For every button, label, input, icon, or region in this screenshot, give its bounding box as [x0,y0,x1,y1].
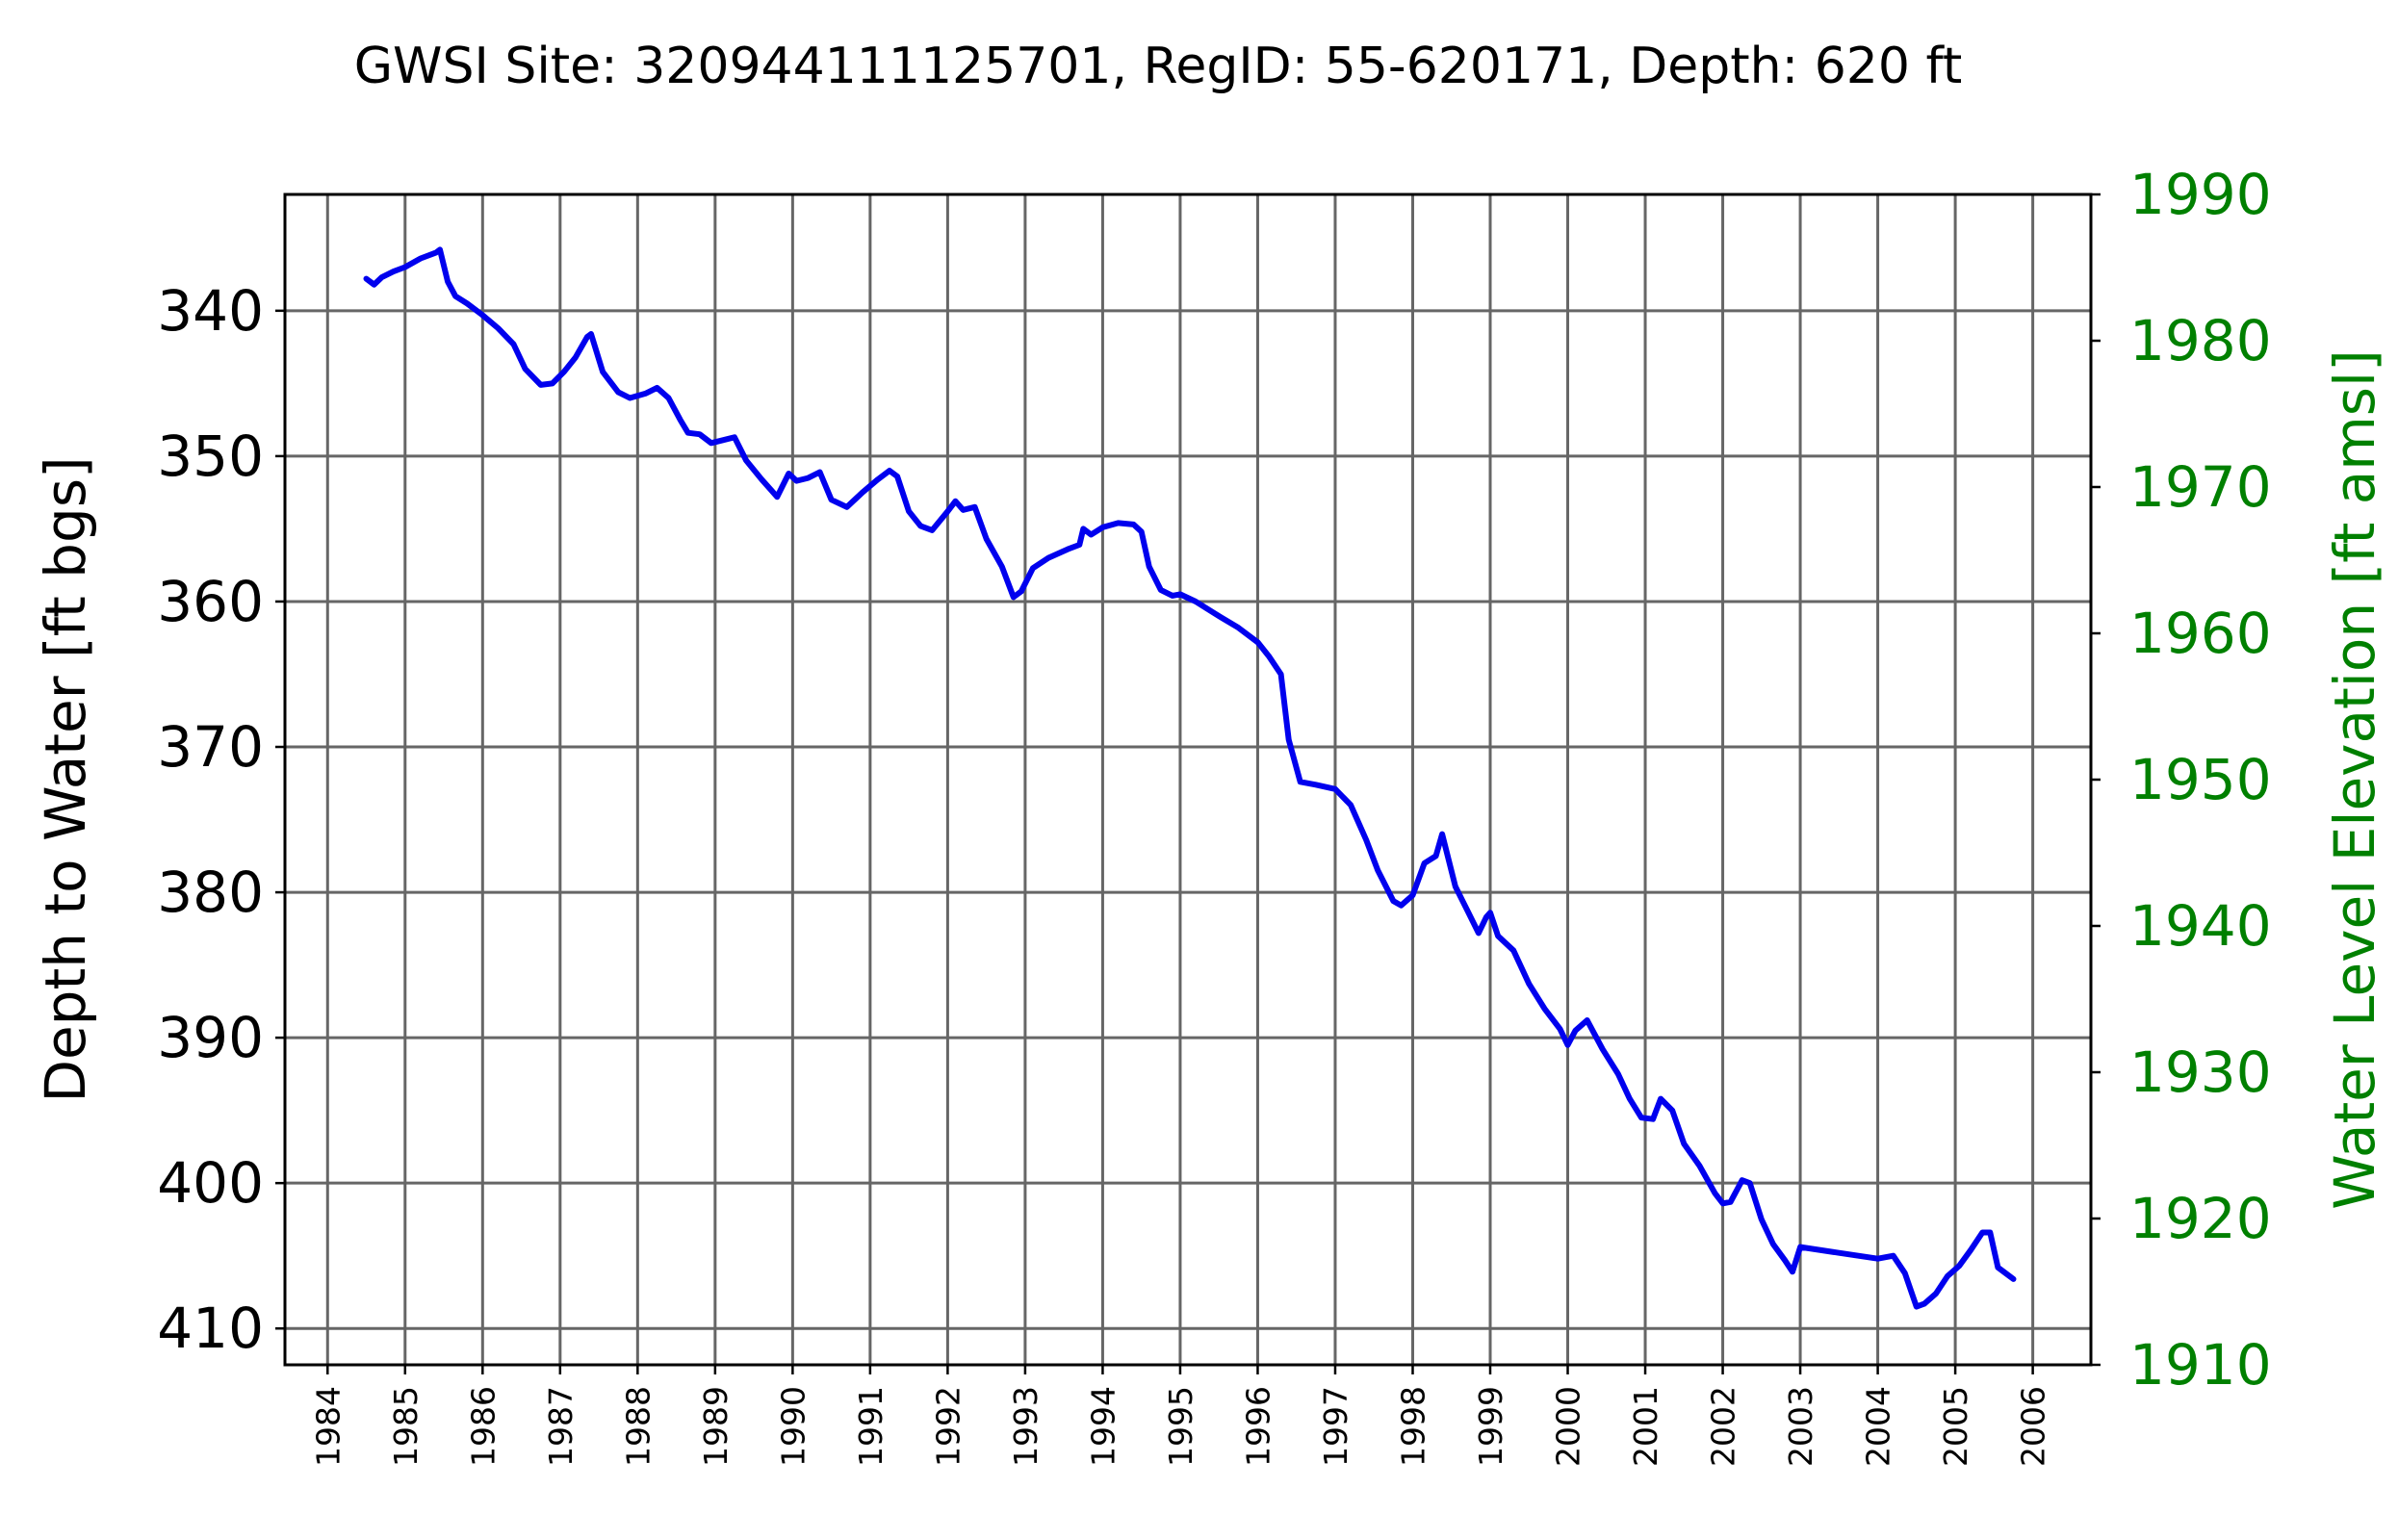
x-tick-label: 2004 [1860,1386,1897,1467]
x-tick-label: 1999 [1472,1386,1509,1467]
chart-title: GWSI Site: 320944111125701, RegID: 55-62… [354,38,1963,95]
x-tick-label: 1991 [852,1386,890,1467]
y-right-tick-label: 1950 [2129,747,2272,812]
y-axis-right: 1910 1920 1930 1940 1950 1960 1970 1980 1990 [2091,162,2272,1398]
x-tick-label: 1996 [1239,1386,1276,1467]
y-left-tick-label: 360 [157,569,264,634]
y-right-tick-label: 1980 [2129,308,2272,373]
x-axis: 1984 1985 1986 1987 1988 1989 1990 1991 1992 1993… [309,1365,2052,1467]
x-tick-label: 1984 [309,1386,347,1467]
y-left-tick-label: 400 [157,1150,264,1216]
y-right-tick-label: 1970 [2129,454,2272,520]
y-right-tick-label: 1930 [2129,1040,2272,1105]
y-axis-left: 340 350 360 370 380 390 400 410 [157,278,285,1361]
x-tick-label: 2005 [1937,1386,1974,1467]
y-right-tick-label: 1910 [2129,1332,2272,1398]
x-tick-label: 1987 [542,1386,580,1467]
x-tick-label: 1989 [697,1386,735,1467]
y-left-tick-label: 370 [157,714,264,780]
y-right-tick-label: 1990 [2129,162,2272,227]
x-tick-label: 1997 [1317,1386,1354,1467]
grid [285,194,2091,1365]
x-tick-label: 2002 [1705,1386,1742,1467]
plot-frame [283,192,2093,1367]
x-tick-label: 1998 [1394,1386,1431,1467]
x-tick-label: 2003 [1782,1386,1819,1467]
y-left-tick-label: 410 [157,1296,264,1361]
x-tick-label: 1992 [929,1386,967,1467]
y-left-tick-label: 340 [157,278,264,344]
y-right-tick-label: 1940 [2129,893,2272,959]
x-tick-label: 1995 [1162,1386,1199,1467]
x-tick-label: 2000 [1550,1386,1587,1467]
y-axis-left-label: Depth to Water [ft bgs] [33,456,98,1102]
x-tick-label: 2001 [1627,1386,1664,1467]
x-tick-label: 1986 [464,1386,502,1467]
y-axis-right-label: Water Level Elevation [ft amsl] [2322,349,2387,1209]
y-left-tick-label: 390 [157,1005,264,1070]
x-tick-label: 1985 [387,1386,425,1467]
x-tick-label: 1990 [774,1386,812,1467]
series-line-depth-to-water [363,246,2017,1310]
x-tick-label: 1993 [1007,1386,1044,1467]
x-tick-label: 2006 [2015,1386,2052,1467]
y-left-tick-label: 350 [157,424,264,489]
y-right-tick-label: 1920 [2129,1186,2272,1251]
x-tick-label: 1988 [619,1386,657,1467]
y-left-tick-label: 380 [157,860,264,925]
x-tick-label: 1994 [1084,1386,1122,1467]
y-right-tick-label: 1960 [2129,601,2272,666]
